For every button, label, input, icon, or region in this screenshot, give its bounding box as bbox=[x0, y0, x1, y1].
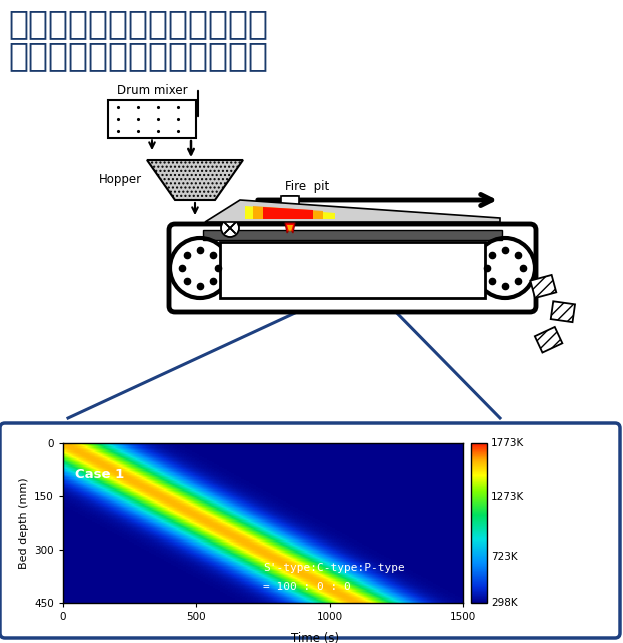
Polygon shape bbox=[245, 206, 335, 219]
Polygon shape bbox=[253, 206, 323, 219]
Text: = 100 : 0 : 0: = 100 : 0 : 0 bbox=[263, 582, 351, 592]
Circle shape bbox=[475, 238, 535, 298]
Text: 1273K: 1273K bbox=[491, 493, 524, 502]
FancyBboxPatch shape bbox=[0, 423, 620, 638]
Bar bbox=[203, 230, 502, 240]
Text: 数値シミュレーションによる: 数値シミュレーションによる bbox=[8, 7, 268, 40]
Text: 723K: 723K bbox=[491, 552, 518, 562]
Circle shape bbox=[170, 238, 230, 298]
Text: 298K: 298K bbox=[491, 598, 518, 608]
FancyBboxPatch shape bbox=[169, 224, 536, 312]
Bar bbox=[220, 242, 485, 298]
Text: Fire  pit: Fire pit bbox=[285, 180, 329, 193]
Text: Gas: Gas bbox=[384, 264, 411, 276]
Text: Time (s): Time (s) bbox=[291, 632, 339, 643]
Bar bbox=[535, 327, 563, 352]
Circle shape bbox=[221, 219, 239, 237]
Bar bbox=[283, 196, 297, 223]
Polygon shape bbox=[263, 207, 313, 219]
Bar bbox=[108, 100, 196, 138]
Text: 1773K: 1773K bbox=[491, 438, 524, 448]
Text: S'-type:C-type:P-type: S'-type:C-type:P-type bbox=[263, 563, 405, 573]
Y-axis label: Bed depth (mm): Bed depth (mm) bbox=[19, 477, 29, 569]
Bar bbox=[203, 230, 502, 240]
Text: Drum mixer: Drum mixer bbox=[117, 84, 188, 97]
Bar bbox=[281, 196, 299, 206]
Polygon shape bbox=[287, 225, 293, 232]
Polygon shape bbox=[285, 223, 295, 233]
Text: Hopper: Hopper bbox=[99, 174, 142, 186]
Bar bbox=[551, 302, 575, 322]
Polygon shape bbox=[147, 160, 243, 200]
Text: 焼結プロセス内温度分布推定: 焼結プロセス内温度分布推定 bbox=[8, 39, 268, 72]
Text: Case 1: Case 1 bbox=[75, 469, 124, 482]
Bar bbox=[530, 275, 556, 298]
Polygon shape bbox=[205, 200, 500, 222]
